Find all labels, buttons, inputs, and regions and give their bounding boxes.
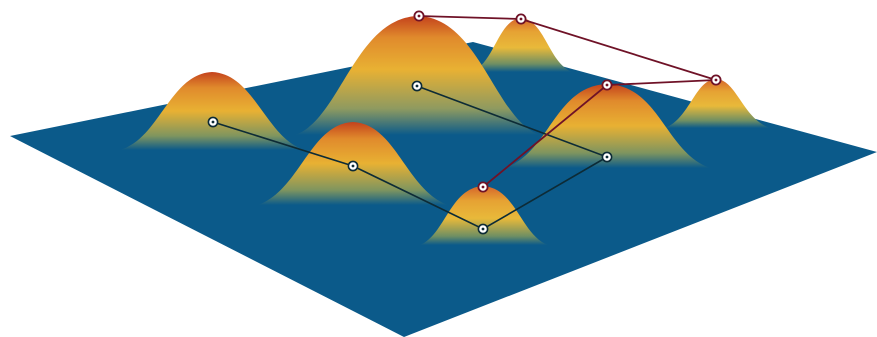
dot-in-circle-icon [477,181,489,193]
peak-right-large [505,84,710,168]
dot-in-circle-icon [477,223,489,235]
dot-in-circle-icon [347,160,359,172]
base-markers [207,80,613,235]
dot-in-circle-icon [601,79,613,91]
peak-front-small [420,186,548,245]
peak-right-small [665,79,770,128]
top-markers [413,10,722,193]
dot-in-circle-icon [601,151,613,163]
dot-in-circle-icon [207,116,219,128]
peak-big-center [295,16,540,135]
dot-in-circle-icon [515,13,527,25]
dot-in-circle-icon [710,74,722,86]
peak-left [120,72,305,150]
peak-top-center [472,18,572,72]
dot-in-circle-icon [411,80,423,92]
dot-in-circle-icon [413,10,425,22]
